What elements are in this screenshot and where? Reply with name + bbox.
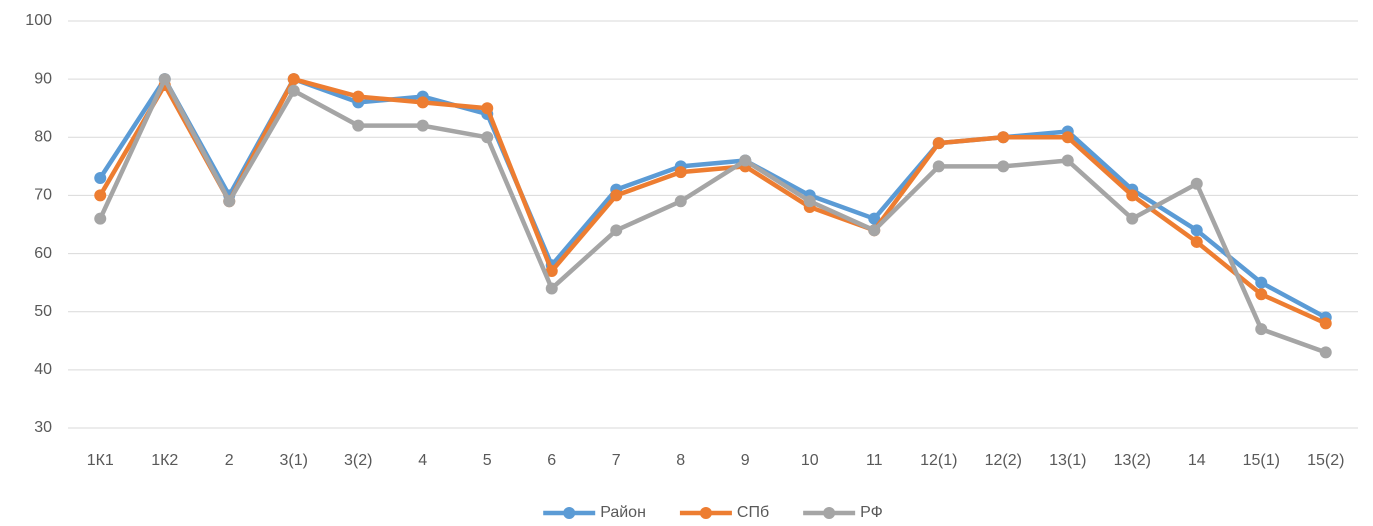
point bbox=[803, 195, 816, 208]
y-tick-label: 90 bbox=[34, 70, 52, 87]
point bbox=[416, 96, 429, 109]
point bbox=[1319, 317, 1332, 330]
point bbox=[932, 137, 945, 150]
point bbox=[158, 73, 171, 86]
x-tick-label: 4 bbox=[418, 452, 427, 469]
point bbox=[287, 73, 300, 86]
x-tick-label: 15(1) bbox=[1243, 452, 1280, 469]
x-tick-label: 2 bbox=[225, 452, 234, 469]
y-tick-label: 30 bbox=[34, 419, 52, 436]
x-tick-label: 3(1) bbox=[280, 452, 308, 469]
x-tick-label: 1К2 bbox=[151, 452, 178, 469]
point bbox=[1061, 154, 1074, 167]
point bbox=[1190, 177, 1203, 190]
point bbox=[610, 224, 623, 237]
point bbox=[481, 102, 494, 115]
point bbox=[932, 160, 945, 173]
x-tick-label: 10 bbox=[801, 452, 819, 469]
point bbox=[868, 212, 881, 225]
y-tick-label: 60 bbox=[34, 245, 52, 262]
point bbox=[545, 265, 558, 278]
x-tick-label: 8 bbox=[676, 452, 685, 469]
point bbox=[1255, 323, 1268, 336]
point bbox=[674, 195, 687, 208]
point bbox=[223, 195, 236, 208]
point bbox=[287, 84, 300, 97]
point bbox=[352, 119, 365, 132]
series-line bbox=[98, 76, 1327, 355]
point bbox=[545, 282, 558, 295]
series-line bbox=[98, 76, 1327, 326]
legend-label: Район bbox=[600, 504, 646, 521]
point bbox=[352, 90, 365, 103]
legend-label: СПб bbox=[737, 504, 769, 521]
x-tick-label: 9 bbox=[741, 452, 750, 469]
x-tick-label: 7 bbox=[612, 452, 621, 469]
point bbox=[1190, 224, 1203, 237]
point bbox=[94, 189, 107, 202]
y-tick-label: 40 bbox=[34, 361, 52, 378]
point bbox=[94, 212, 107, 225]
y-tick-label: 100 bbox=[25, 12, 52, 29]
point bbox=[1126, 189, 1139, 202]
x-tick-label: 15(2) bbox=[1307, 452, 1344, 469]
x-tick-label: 1К1 bbox=[87, 452, 114, 469]
point bbox=[1319, 346, 1332, 359]
legend-swatch-marker bbox=[823, 507, 836, 519]
y-tick-label: 50 bbox=[34, 303, 52, 320]
point bbox=[94, 171, 107, 184]
point bbox=[610, 189, 623, 202]
series-line bbox=[98, 76, 1327, 320]
point bbox=[868, 224, 881, 237]
legend-label: РФ bbox=[860, 504, 883, 521]
legend-swatch-marker bbox=[563, 507, 576, 519]
point bbox=[739, 154, 752, 167]
x-tick-label: 13(2) bbox=[1114, 452, 1151, 469]
point bbox=[1190, 235, 1203, 248]
point bbox=[1126, 212, 1139, 225]
point bbox=[1255, 288, 1268, 301]
x-tick-label: 11 bbox=[866, 452, 883, 469]
x-tick-label: 12(2) bbox=[985, 452, 1022, 469]
x-tick-label: 12(1) bbox=[920, 452, 957, 469]
y-tick-label: 80 bbox=[34, 129, 52, 146]
x-tick-label: 3(2) bbox=[344, 452, 372, 469]
point bbox=[997, 160, 1010, 173]
point bbox=[481, 131, 494, 144]
point bbox=[416, 119, 429, 132]
point bbox=[674, 166, 687, 179]
point bbox=[1255, 276, 1268, 289]
point bbox=[997, 131, 1010, 144]
x-tick-label: 13(1) bbox=[1049, 452, 1086, 469]
y-tick-label: 70 bbox=[34, 187, 52, 204]
x-tick-label: 14 bbox=[1188, 452, 1206, 469]
x-tick-label: 5 bbox=[483, 452, 492, 469]
legend-swatch-marker bbox=[699, 507, 712, 519]
x-tick-label: 6 bbox=[547, 452, 556, 469]
point bbox=[1061, 131, 1074, 144]
